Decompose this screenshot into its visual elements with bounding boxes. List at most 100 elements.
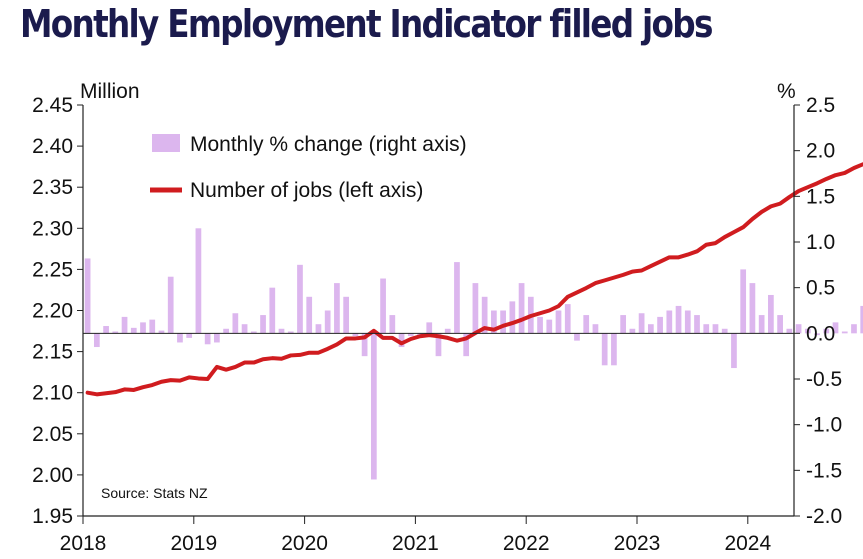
bar-mark: [684, 310, 691, 334]
bar-mark: [472, 283, 479, 334]
x-tick-label: 2022: [503, 532, 550, 555]
bar-mark: [795, 324, 802, 334]
bar-mark: [334, 283, 340, 334]
legend-bar-swatch: [152, 134, 180, 152]
bar-mark: [223, 328, 229, 334]
bar-mark: [564, 304, 571, 334]
right-tick-label: -1.0: [806, 414, 842, 437]
bar-mark: [841, 331, 848, 334]
bar-mark: [500, 310, 506, 334]
x-tick-label: 2023: [614, 532, 661, 555]
bar-mark: [315, 324, 322, 334]
bar-mark: [324, 310, 331, 334]
right-tick-label: 2.0: [806, 140, 835, 163]
left-tick-label: 2.30: [32, 217, 73, 240]
bar-mark: [398, 333, 405, 348]
bar-mark: [657, 316, 663, 334]
bar-mark: [204, 333, 211, 345]
bar-mark: [343, 296, 350, 334]
bar-mark: [832, 322, 839, 334]
left-tick-label: 1.95: [32, 505, 73, 528]
bar-mark: [851, 324, 857, 334]
bar-mark: [611, 333, 617, 366]
bar-mark: [703, 324, 710, 334]
bar-mark: [93, 333, 100, 348]
bar-mark: [629, 328, 636, 334]
bar-mark: [537, 316, 543, 334]
bar-mark: [731, 333, 737, 369]
left-tick-label: 2.05: [32, 423, 73, 446]
bar-mark: [509, 301, 516, 334]
bar-mark: [186, 333, 193, 338]
bar-mark: [518, 283, 525, 334]
bar-mark: [638, 313, 645, 334]
legend: Monthly % change (right axis) Number of …: [150, 133, 467, 202]
bar-mark: [426, 322, 433, 334]
x-tick-label: 2024: [724, 532, 771, 555]
left-tick-label: 2.25: [32, 258, 73, 281]
bar-mark: [583, 315, 590, 334]
right-tick-label: 1.0: [806, 231, 835, 254]
bar-mark: [370, 333, 377, 480]
bar-mark: [546, 319, 553, 334]
bar-mark: [666, 310, 673, 334]
bar-mark: [823, 328, 830, 334]
bar-mark: [380, 278, 386, 334]
bar-mark: [278, 328, 285, 334]
bar-mark: [454, 262, 460, 334]
bar-mark: [444, 328, 451, 334]
bar-mark: [749, 283, 756, 334]
bar-mark: [352, 333, 359, 337]
axes: 2.452.402.352.302.252.202.152.102.052.00…: [32, 94, 842, 555]
right-tick-label: 2.5: [806, 94, 835, 117]
bar-mark: [463, 333, 470, 357]
bar-mark: [389, 315, 396, 334]
bar-series-monthly-change: [84, 228, 863, 480]
legend-label-bars: Monthly % change (right axis): [190, 133, 467, 156]
left-tick-label: 2.35: [32, 176, 73, 199]
jobs-line: [85, 162, 863, 397]
bar-mark: [195, 228, 202, 334]
bar-mark: [158, 330, 165, 334]
bar-mark: [103, 326, 109, 334]
bar-mark: [620, 315, 627, 334]
bar-mark: [601, 333, 608, 366]
right-tick-label: 0.5: [806, 277, 835, 300]
bar-mark: [112, 331, 119, 334]
bar-mark: [140, 322, 146, 334]
bar-mark: [647, 324, 654, 334]
bar-mark: [232, 313, 239, 334]
line-series-jobs: [85, 162, 863, 397]
bar-mark: [130, 327, 137, 334]
bar-mark: [167, 276, 174, 334]
right-tick-label: -1.5: [806, 459, 842, 482]
bar-mark: [121, 316, 128, 334]
legend-label-line: Number of jobs (left axis): [190, 179, 423, 202]
x-tick-label: 2018: [60, 532, 107, 555]
bar-mark: [694, 315, 700, 334]
bar-mark: [491, 310, 497, 334]
left-tick-label: 2.10: [32, 382, 73, 405]
right-tick-label: 1.5: [806, 185, 835, 208]
bar-mark: [241, 324, 248, 334]
source-note: Source: Stats NZ: [101, 485, 208, 501]
left-tick-label: 2.45: [32, 94, 73, 117]
bar-mark: [260, 315, 266, 334]
bar-mark: [84, 258, 91, 334]
chart-title: Monthly Employment Indicator filled jobs: [20, 2, 713, 46]
bar-mark: [149, 319, 156, 334]
x-tick-label: 2019: [170, 532, 217, 555]
bar-mark: [297, 264, 303, 334]
bar-mark: [721, 328, 728, 334]
bar-mark: [435, 333, 442, 357]
bar-mark: [269, 287, 276, 334]
left-tick-label: 2.40: [32, 135, 73, 158]
bar-mark: [786, 328, 793, 334]
bar-mark: [481, 296, 488, 334]
left-tick-label: 2.20: [32, 300, 73, 323]
bar-mark: [758, 315, 765, 334]
bar-mark: [574, 333, 580, 341]
bar-mark: [250, 331, 257, 334]
bar-mark: [306, 296, 313, 334]
left-tick-label: 2.00: [32, 464, 73, 487]
